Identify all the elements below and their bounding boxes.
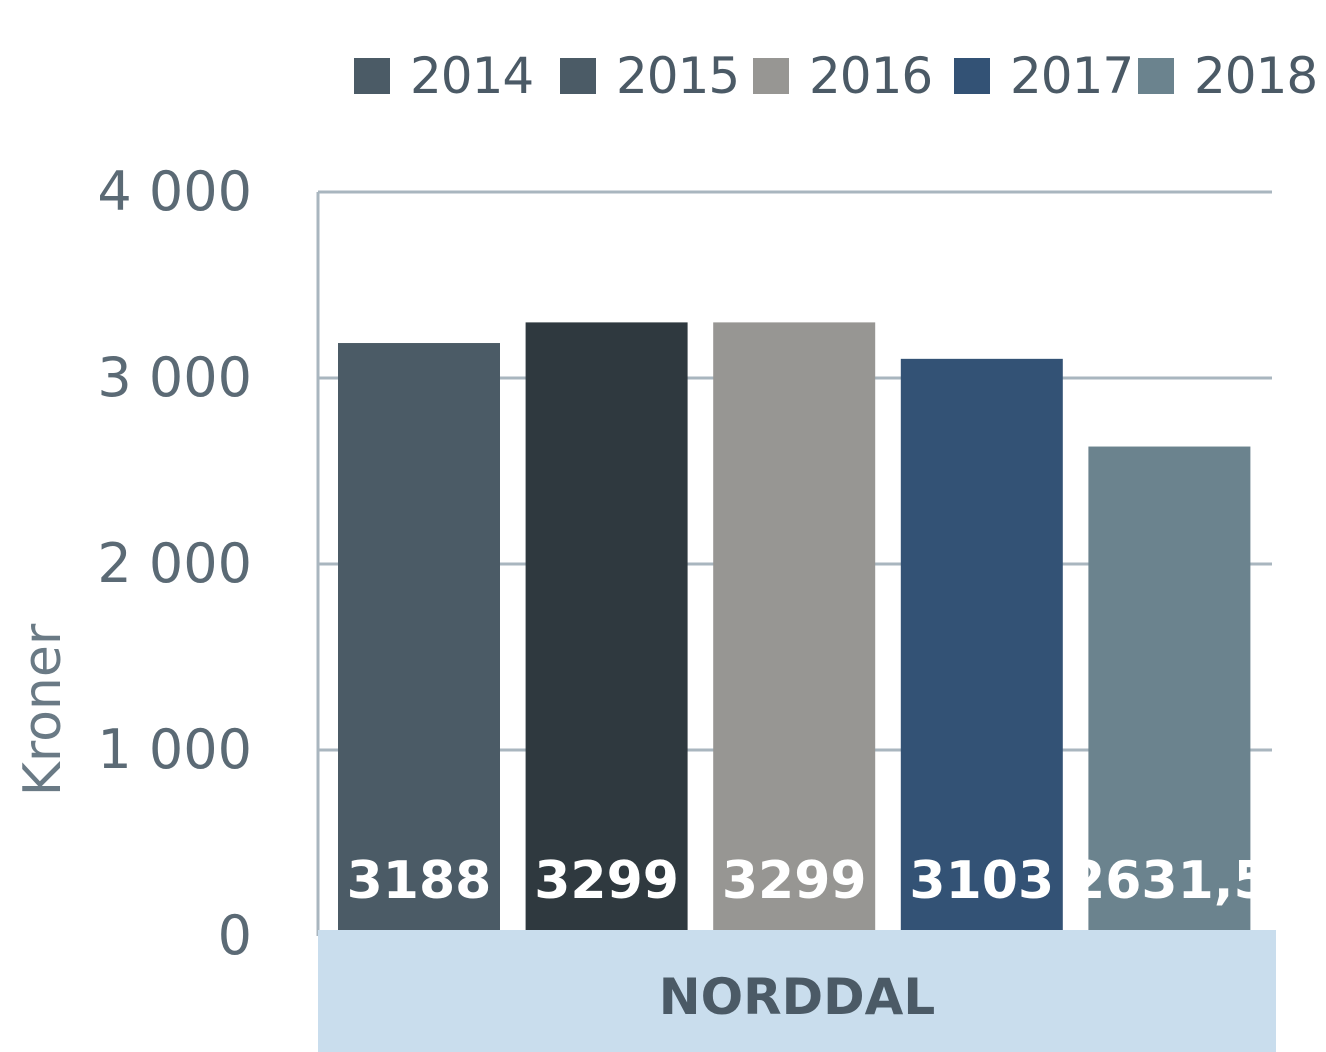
bar-2015	[525, 322, 688, 930]
y-tick-label: 0	[218, 904, 252, 967]
bar-2017	[900, 358, 1063, 930]
value-label-2018: 2631,5	[1069, 851, 1270, 911]
value-label-2017: 3103	[909, 851, 1054, 911]
legend-swatch	[354, 58, 390, 94]
bar-2018	[1088, 446, 1251, 930]
value-label-2016: 3299	[722, 851, 867, 911]
y-tick-label: 3 000	[97, 346, 252, 409]
legend-swatch	[753, 58, 789, 94]
bar-2016	[713, 322, 876, 930]
value-label-2014: 3188	[347, 851, 492, 911]
legend-item-2015: 2015	[560, 47, 740, 105]
legend-swatch	[1138, 58, 1174, 94]
legend-label: 2016	[809, 47, 933, 105]
legend-item-2018: 2018	[1138, 47, 1318, 105]
legend-label: 2017	[1010, 47, 1134, 105]
bar-2014	[338, 343, 500, 931]
category-band	[318, 930, 1276, 1052]
bars: 3188 3299 3299 3103 2631,5	[338, 322, 1270, 931]
category-label: NORDDAL	[659, 968, 935, 1026]
legend-label: 2014	[410, 47, 534, 105]
legend-swatch	[560, 58, 596, 94]
legend-label: 2015	[616, 47, 740, 105]
legend-item-2017: 2017	[954, 47, 1134, 105]
value-label-2015: 3299	[534, 851, 679, 911]
legend-item-2016: 2016	[753, 47, 933, 105]
legend-label: 2018	[1194, 47, 1318, 105]
y-tick-label: 2 000	[97, 532, 252, 595]
legend-swatch	[954, 58, 990, 94]
y-tick-label: 4 000	[97, 160, 252, 223]
y-axis-ticks: 0 1 000 2 000 3 000 4 000	[97, 160, 252, 967]
y-axis-title: Kroner	[13, 623, 73, 796]
legend-item-2014: 2014	[354, 47, 534, 105]
y-tick-label: 1 000	[97, 718, 252, 781]
